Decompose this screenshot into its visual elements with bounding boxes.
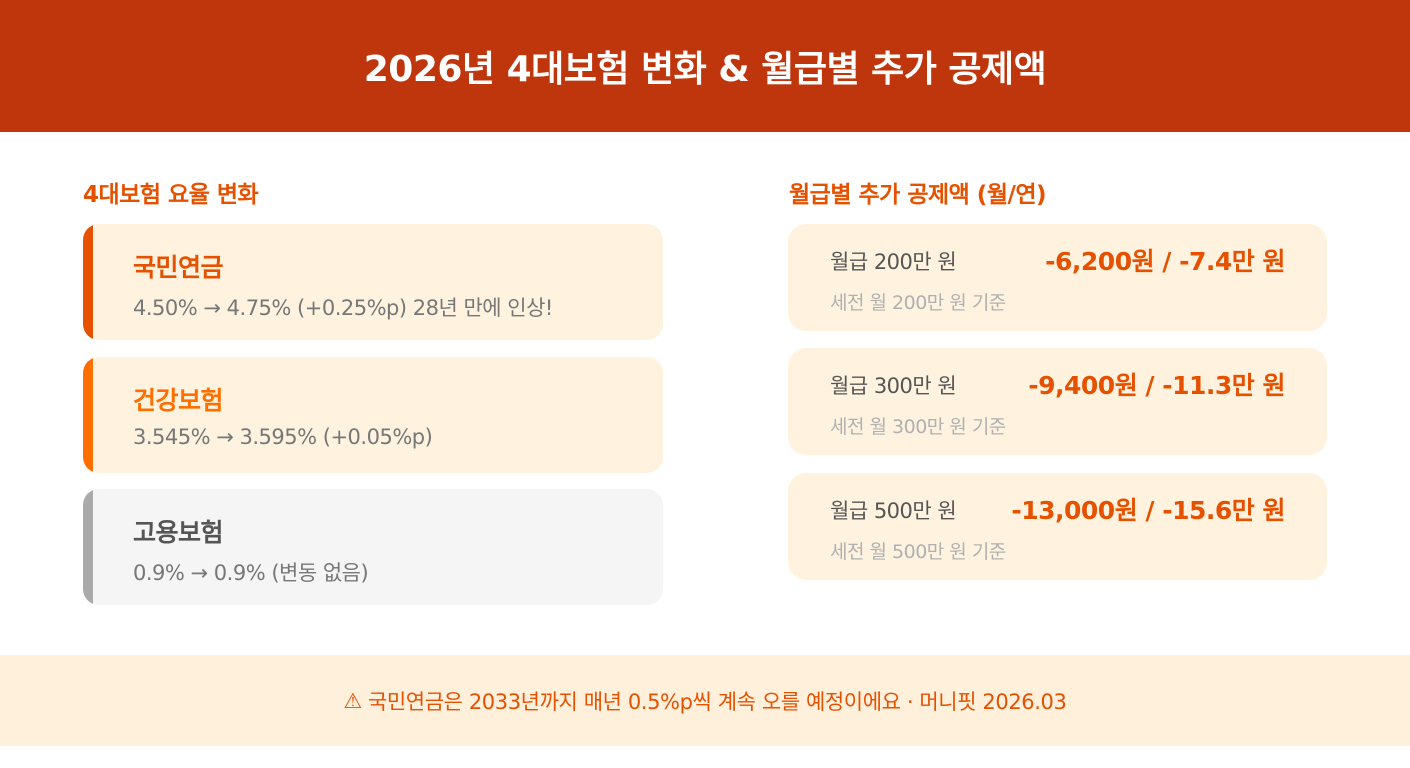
footer-note: ⚠ 국민연금은 2033년까지 매년 0.5%p씩 계속 오를 예정이에요 · … [0, 655, 1410, 746]
rate-name-employment: 고용보험 [133, 518, 224, 547]
salary-card-300: 월급 300만 원 -9,400원 / -11.3만 원 세전 월 300만 원… [788, 348, 1327, 455]
deduction-section-title: 월급별 추가 공제액 (월/연) [789, 182, 1047, 208]
salary-label-500: 월급 500만 원 [830, 499, 957, 523]
rate-bar-health [83, 357, 93, 473]
salary-basis-200: 세전 월 200만 원 기준 [830, 292, 1006, 314]
rate-desc-employment: 0.9% → 0.9% (변동 없음) [133, 561, 369, 585]
rate-desc-health: 3.545% → 3.595% (+0.05%p) [133, 425, 433, 449]
page-title: 2026년 4대보험 변화 & 월급별 추가 공제액 [363, 49, 1047, 90]
salary-basis-500: 세전 월 500만 원 기준 [830, 541, 1006, 563]
rate-card-pension: 국민연금 4.50% → 4.75% (+0.25%p) 28년 만에 인상! [83, 224, 663, 340]
rate-bar-employment [83, 489, 93, 605]
footer-text: 국민연금은 2033년까지 매년 0.5%p씩 계속 오를 예정이에요 · 머니… [367, 689, 1067, 714]
salary-card-200: 월급 200만 원 -6,200원 / -7.4만 원 세전 월 200만 원 … [788, 224, 1327, 331]
warning-icon: ⚠ [343, 688, 363, 713]
rate-name-health: 건강보험 [133, 386, 224, 415]
salary-label-300: 월급 300만 원 [830, 374, 957, 398]
salary-value-300: -9,400원 / -11.3만 원 [1028, 371, 1285, 400]
rate-name-pension: 국민연금 [133, 253, 224, 282]
rate-card-health: 건강보험 3.545% → 3.595% (+0.05%p) [83, 357, 663, 473]
header: 2026년 4대보험 변화 & 월급별 추가 공제액 [0, 0, 1410, 132]
salary-value-500: -13,000원 / -15.6만 원 [1011, 496, 1285, 525]
rate-bar-pension [83, 224, 93, 340]
salary-label-200: 월급 200만 원 [830, 250, 957, 274]
rate-card-employment: 고용보험 0.9% → 0.9% (변동 없음) [83, 489, 663, 605]
salary-value-200: -6,200원 / -7.4만 원 [1045, 247, 1285, 276]
salary-card-500: 월급 500만 원 -13,000원 / -15.6만 원 세전 월 500만 … [788, 473, 1327, 580]
rate-section-title: 4대보험 요율 변화 [83, 182, 259, 208]
rate-desc-pension: 4.50% → 4.75% (+0.25%p) 28년 만에 인상! [133, 296, 553, 320]
salary-basis-300: 세전 월 300만 원 기준 [830, 416, 1006, 438]
